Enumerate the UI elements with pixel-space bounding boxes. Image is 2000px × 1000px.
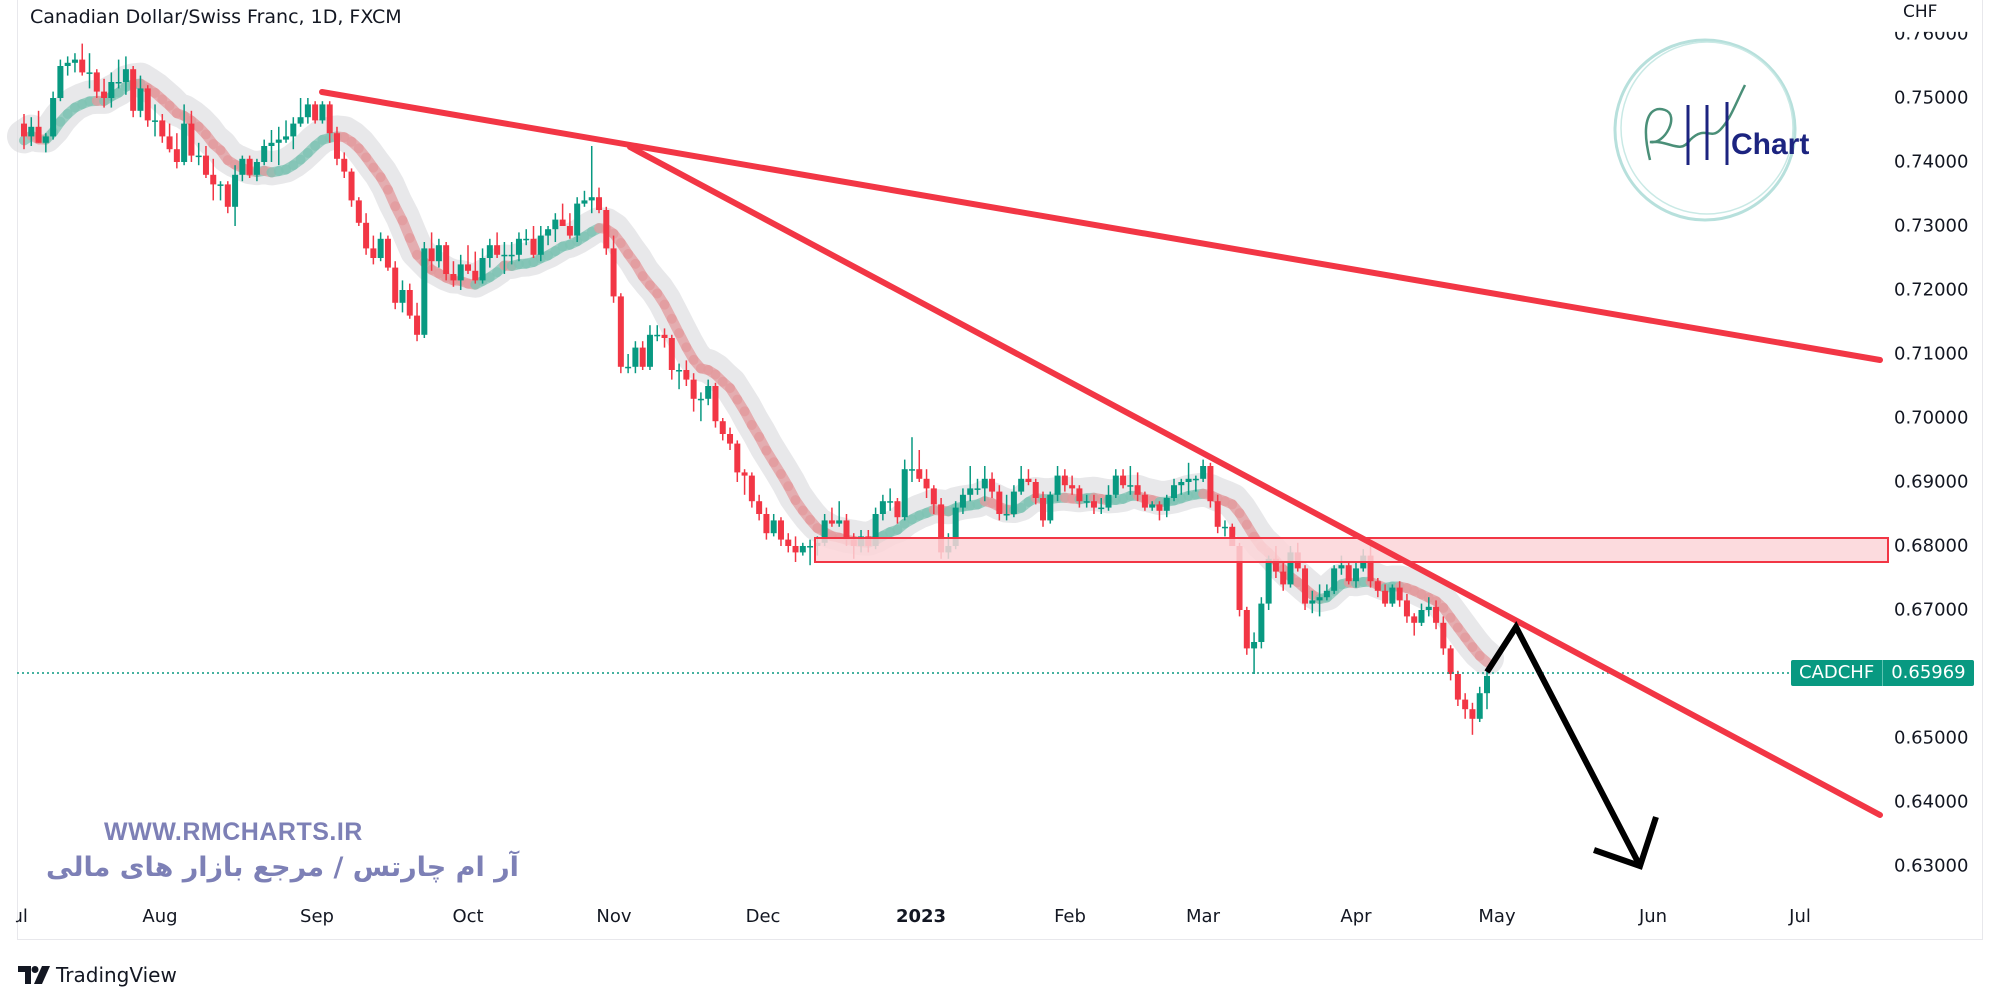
- price-tick-label: 0.67000: [1894, 599, 1969, 621]
- trendline-upper[interactable]: [319, 89, 1883, 363]
- time-tick-label: Jun: [1638, 906, 1668, 927]
- time-tick-label: Nov: [596, 906, 632, 927]
- price-tick-label: 0.75000: [1894, 87, 1969, 109]
- time-tick-label: Oct: [452, 906, 484, 927]
- tradingview-brand[interactable]: TradingView: [18, 963, 177, 987]
- price-tick-label: 0.74000: [1894, 151, 1969, 173]
- last-price-value: 0.65969: [1891, 662, 1966, 683]
- candlesticks: [21, 43, 1490, 735]
- price-tick-label: 0.72000: [1894, 279, 1969, 301]
- currency-label: CHF: [1903, 2, 1938, 22]
- time-tick-label: Apr: [1340, 906, 1372, 927]
- last-price-tag: CADCHF 0.65969: [1791, 660, 1974, 686]
- time-tick-label: Jul: [1789, 906, 1811, 927]
- price-tick-label: 0.70000: [1894, 407, 1969, 429]
- time-tick-label: Jul: [6, 906, 28, 927]
- price-tick-label: 0.63000: [1894, 855, 1969, 877]
- trendline-lower[interactable]: [627, 144, 1883, 818]
- tradingview-label: TradingView: [56, 963, 177, 987]
- time-tick-label: Aug: [142, 906, 178, 927]
- time-tick-label: Dec: [745, 906, 781, 927]
- time-tick-label: May: [1478, 906, 1516, 927]
- price-axis-separator: [1982, 0, 1983, 940]
- rmcharts-logo: Charts: [1613, 38, 1810, 222]
- logo-text: Charts: [1731, 128, 1810, 161]
- projection-arrow[interactable]: [1484, 621, 1643, 868]
- price-tick-label: 0.69000: [1894, 471, 1969, 493]
- time-tick-label: 2023: [895, 906, 947, 927]
- price-tick-label: 0.68000: [1894, 535, 1969, 557]
- price-tick-label: 0.76000: [1894, 23, 1969, 45]
- chart-frame: [17, 0, 1982, 940]
- price-tick-label: 0.73000: [1894, 215, 1969, 237]
- arrowhead-icon: [1593, 816, 1659, 870]
- symbol-label: CADCHF: [1791, 660, 1884, 686]
- time-tick-label: Mar: [1186, 906, 1220, 927]
- chart-title: Canadian Dollar/Swiss Franc, 1D, FXCM: [30, 6, 402, 28]
- time-tick-label: Sep: [300, 906, 334, 927]
- tradingview-logo-icon: [18, 966, 50, 984]
- price-tick-label: 0.71000: [1894, 343, 1969, 365]
- watermark-url: WWW.RMCHARTS.IR: [104, 818, 363, 846]
- time-tick-label: Feb: [1054, 906, 1086, 927]
- price-tick-label: 0.64000: [1894, 791, 1969, 813]
- price-chart[interactable]: [0, 0, 2000, 940]
- watermark-persian: آر ام چارتس / مرجع بازار های مالی: [46, 852, 519, 883]
- price-tick-label: 0.65000: [1894, 727, 1969, 749]
- support-zone[interactable]: [814, 537, 1889, 563]
